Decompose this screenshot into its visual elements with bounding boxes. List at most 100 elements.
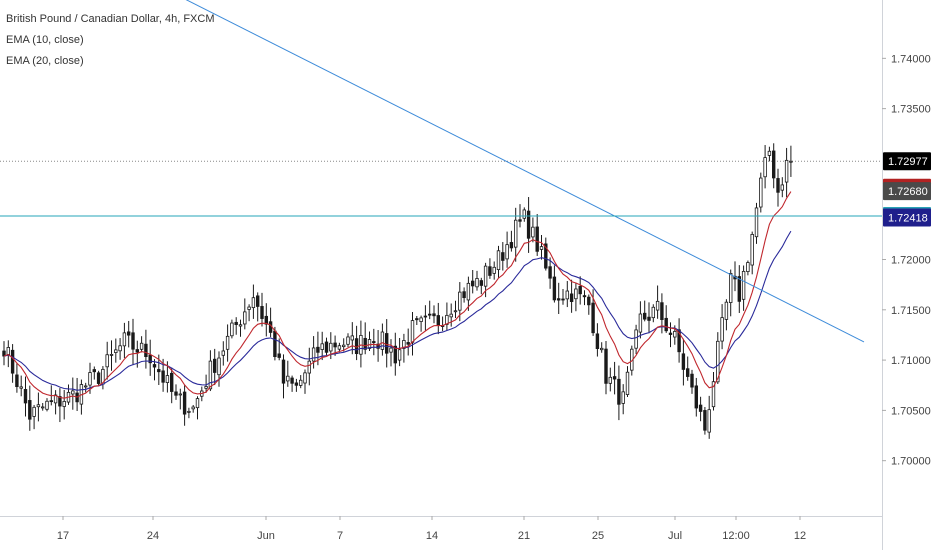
candle-body[interactable] bbox=[62, 401, 66, 407]
candle-body[interactable] bbox=[544, 243, 548, 269]
candle-body[interactable] bbox=[238, 324, 243, 327]
candle-body[interactable] bbox=[595, 333, 600, 349]
candle-body[interactable] bbox=[772, 150, 776, 179]
candle-body[interactable] bbox=[479, 280, 483, 286]
candle-body[interactable] bbox=[488, 266, 492, 276]
candle-body[interactable] bbox=[423, 315, 428, 318]
candle-body[interactable] bbox=[668, 332, 673, 335]
candle-body[interactable] bbox=[212, 358, 217, 373]
candle-body[interactable] bbox=[415, 318, 419, 321]
price-tag-ema20[interactable]: 1.72418 bbox=[883, 208, 931, 227]
candle-body[interactable] bbox=[320, 343, 324, 350]
candle-body[interactable] bbox=[767, 150, 772, 156]
candle-body[interactable] bbox=[58, 396, 62, 407]
candle-body[interactable] bbox=[509, 242, 514, 249]
candle-body[interactable] bbox=[741, 270, 746, 300]
candle-body[interactable] bbox=[496, 250, 501, 271]
candle-body[interactable] bbox=[565, 290, 569, 300]
candle-body[interactable] bbox=[784, 159, 789, 183]
candle-body[interactable] bbox=[600, 347, 604, 351]
candle-body[interactable] bbox=[324, 341, 329, 353]
candle-body[interactable] bbox=[144, 343, 148, 357]
candle-body[interactable] bbox=[621, 391, 625, 404]
candle-body[interactable] bbox=[492, 266, 496, 274]
candle-body[interactable] bbox=[234, 321, 238, 325]
candle-body[interactable] bbox=[161, 370, 165, 383]
candle-body[interactable] bbox=[135, 349, 139, 353]
candle-body[interactable] bbox=[711, 381, 716, 408]
candle-body[interactable] bbox=[625, 371, 630, 395]
candle-body[interactable] bbox=[88, 372, 92, 386]
price-tag-grey[interactable]: 1.72680 bbox=[883, 182, 931, 201]
candle-body[interactable] bbox=[522, 209, 526, 219]
candle-body[interactable] bbox=[655, 300, 660, 311]
candle-body[interactable] bbox=[608, 376, 612, 384]
candle-body[interactable] bbox=[109, 354, 114, 356]
candle-body[interactable] bbox=[419, 317, 423, 322]
candle-body[interactable] bbox=[131, 332, 135, 350]
candle-body[interactable] bbox=[71, 390, 75, 395]
candle-body[interactable] bbox=[36, 404, 41, 408]
candle-body[interactable] bbox=[776, 178, 780, 193]
candle-body[interactable] bbox=[122, 332, 127, 347]
legend-ema10[interactable]: EMA (10, close) bbox=[6, 34, 84, 46]
candle-body[interactable] bbox=[694, 385, 698, 409]
candle-body[interactable] bbox=[720, 317, 724, 342]
candle-body[interactable] bbox=[316, 346, 320, 353]
candle-body[interactable] bbox=[569, 293, 574, 303]
candle-body[interactable] bbox=[591, 302, 595, 334]
candle-body[interactable] bbox=[174, 391, 178, 396]
candle-body[interactable] bbox=[518, 219, 522, 222]
candle-body[interactable] bbox=[350, 335, 354, 341]
candle-body[interactable] bbox=[643, 312, 647, 320]
candle-body[interactable] bbox=[84, 385, 88, 388]
candle-body[interactable] bbox=[307, 360, 311, 374]
candle-body[interactable] bbox=[617, 378, 621, 405]
candle-body[interactable] bbox=[686, 368, 690, 377]
candle-body[interactable] bbox=[746, 262, 750, 272]
candle-body[interactable] bbox=[449, 313, 453, 318]
candle-body[interactable] bbox=[690, 373, 694, 388]
candle-body[interactable] bbox=[582, 295, 587, 298]
candle-body[interactable] bbox=[41, 406, 45, 409]
candle-body[interactable] bbox=[462, 291, 466, 299]
candle-body[interactable] bbox=[182, 391, 187, 415]
candle-body[interactable] bbox=[32, 406, 36, 417]
candle-body[interactable] bbox=[273, 330, 277, 358]
candle-body[interactable] bbox=[634, 329, 638, 349]
candle-body[interactable] bbox=[264, 315, 268, 325]
candle-body[interactable] bbox=[247, 306, 251, 310]
candle-body[interactable] bbox=[501, 252, 505, 261]
candle-body[interactable] bbox=[526, 210, 531, 239]
candle-body[interactable] bbox=[191, 406, 195, 410]
candle-body[interactable] bbox=[384, 333, 389, 354]
candle-body[interactable] bbox=[92, 369, 96, 373]
candle-body[interactable] bbox=[707, 409, 711, 433]
candle-body[interactable] bbox=[531, 226, 535, 238]
candle-body[interactable] bbox=[552, 276, 557, 301]
candle-body[interactable] bbox=[763, 157, 767, 178]
candle-body[interactable] bbox=[19, 386, 23, 389]
candle-body[interactable] bbox=[750, 234, 754, 266]
candle-body[interactable] bbox=[294, 382, 299, 386]
candle-body[interactable] bbox=[578, 285, 582, 295]
candle-body[interactable] bbox=[402, 340, 406, 349]
candle-body[interactable] bbox=[225, 335, 230, 350]
candle-body[interactable] bbox=[277, 353, 281, 358]
candle-body[interactable] bbox=[466, 282, 471, 301]
candle-body[interactable] bbox=[303, 372, 307, 384]
candle-body[interactable] bbox=[664, 317, 668, 332]
candle-body[interactable] bbox=[204, 386, 208, 389]
candle-body[interactable] bbox=[152, 364, 157, 368]
candle-body[interactable] bbox=[217, 357, 221, 376]
candle-body[interactable] bbox=[118, 345, 122, 352]
candle-body[interactable] bbox=[453, 310, 458, 313]
candle-body[interactable] bbox=[604, 348, 608, 384]
candle-body[interactable] bbox=[535, 226, 539, 252]
candle-body[interactable] bbox=[574, 288, 578, 300]
candle-body[interactable] bbox=[290, 377, 294, 384]
candle-body[interactable] bbox=[410, 320, 415, 343]
candle-body[interactable] bbox=[716, 340, 720, 383]
candle-body[interactable] bbox=[483, 265, 488, 287]
candle-body[interactable] bbox=[346, 336, 350, 345]
